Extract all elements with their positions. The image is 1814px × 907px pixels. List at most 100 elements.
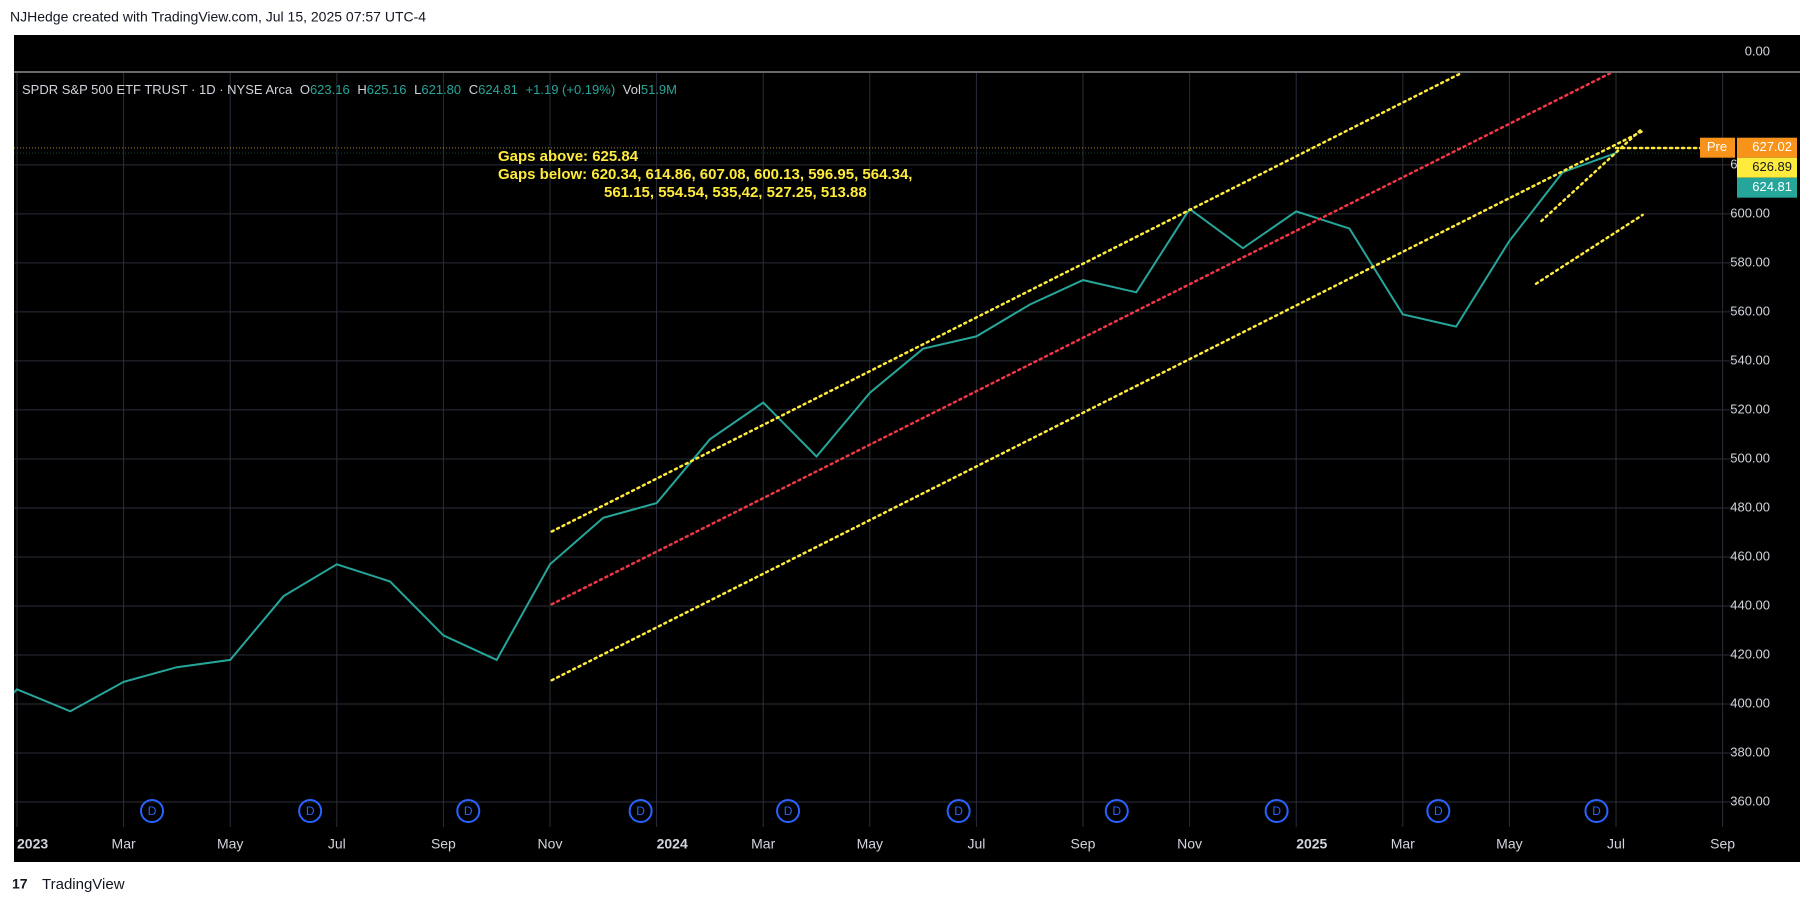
x-tick-label: 2023 <box>17 836 48 852</box>
y-tick-label: 380.00 <box>1730 744 1770 759</box>
x-tick-label: May <box>217 836 243 852</box>
trend-line <box>1534 213 1644 285</box>
dividend-marker: D <box>1584 799 1609 823</box>
price-tag-label: 624.81 <box>1752 179 1792 194</box>
volume: 51.9M <box>641 82 677 97</box>
dividend-label: D <box>954 804 963 818</box>
x-tick-label: 2025 <box>1296 836 1327 852</box>
dividend-marker: D <box>1104 799 1129 823</box>
dividend-circle <box>1264 799 1289 823</box>
y-tick-label: 460.00 <box>1730 548 1770 563</box>
y-tick-label: 500.00 <box>1730 450 1770 465</box>
x-tick-label: Jul <box>328 836 346 852</box>
h-label: H <box>357 82 366 97</box>
dividend-label: D <box>148 804 157 818</box>
high: 625.16 <box>367 82 407 97</box>
x-tick-label: Sep <box>1710 836 1735 852</box>
price-tag <box>1737 157 1797 178</box>
y-tick-label: 560.00 <box>1730 303 1770 318</box>
pre-tag-label: Pre <box>1707 139 1727 154</box>
annotation: Gaps above: 625.84 Gaps below: 620.34, 6… <box>498 148 912 201</box>
dividend-label: D <box>464 804 473 818</box>
x-tick-label: Sep <box>1071 836 1096 852</box>
dividend-marker: D <box>456 799 481 823</box>
dividend-circle <box>1426 799 1451 823</box>
x-tick-label: Mar <box>1391 836 1415 852</box>
grid <box>14 73 1735 827</box>
trend-line <box>550 73 1612 606</box>
price-tag <box>1737 137 1797 158</box>
header: NJHedge created with TradingView.com, Ju… <box>10 9 426 25</box>
x-tick-label: May <box>1496 836 1522 852</box>
trend-line <box>550 129 1644 682</box>
legend: SPDR S&P 500 ETF TRUST · 1D · NYSE Arca … <box>22 82 677 97</box>
annotation-line: Gaps below: 620.34, 614.86, 607.08, 600.… <box>498 166 912 183</box>
y-tick-label: 400.00 <box>1730 695 1770 710</box>
dividend-circle <box>140 799 165 823</box>
pre-tag <box>1700 137 1735 158</box>
x-tick-label: Mar <box>112 836 136 852</box>
y-tick-label: 480.00 <box>1730 499 1770 514</box>
l-label: L <box>414 82 421 97</box>
dividend-label: D <box>636 804 645 818</box>
footer: TradingView <box>42 876 125 893</box>
y-tick-label: 420.00 <box>1730 646 1770 661</box>
y-tick-label: 540.00 <box>1730 352 1770 367</box>
dividend-circle <box>456 799 481 823</box>
dividend-label: D <box>1592 804 1601 818</box>
annotation-line: 561.15, 554.54, 535,42, 527.25, 513.88 <box>604 184 867 201</box>
dividend-marker: D <box>628 799 653 823</box>
symbol: SPDR S&P 500 ETF TRUST · 1D · NYSE Arca <box>22 82 293 97</box>
x-tick-label: Jul <box>967 836 985 852</box>
change: +1.19 (+0.19%) <box>526 82 616 97</box>
y-tick-label: 600.00 <box>1730 205 1770 220</box>
top-pane-label: 0.00 <box>1745 43 1770 58</box>
y-tick-label: 520.00 <box>1730 401 1770 416</box>
dividend-marker: D <box>946 799 971 823</box>
price-tag <box>1737 177 1797 198</box>
dividend-label: D <box>1272 804 1281 818</box>
y-tick-label: 580.00 <box>1730 254 1770 269</box>
low: 621.80 <box>421 82 461 97</box>
x-tick-label: 2024 <box>657 836 688 852</box>
chart-pane <box>14 35 1800 862</box>
annotation-line: Gaps above: 625.84 <box>498 148 639 165</box>
vol-label: Vol <box>623 82 641 97</box>
dividend-marker: D <box>140 799 165 823</box>
dividend-marker: D <box>776 799 801 823</box>
o-label: O <box>300 82 310 97</box>
dividend-marker: D <box>1426 799 1451 823</box>
dividend-circle <box>1584 799 1609 823</box>
dividend-marker: D <box>298 799 323 823</box>
trend-line <box>550 73 1463 533</box>
x-tick-label: Sep <box>431 836 456 852</box>
y-tick-label: 440.00 <box>1730 597 1770 612</box>
dividend-label: D <box>306 804 315 818</box>
price-line <box>14 152 1617 713</box>
axes: 360.00 380.00 400.00 420.00 440.00 460.00 480.… <box>17 137 1797 852</box>
price-tag-label: 626.89 <box>1752 159 1792 174</box>
y-tick-label: 360.00 <box>1730 793 1770 808</box>
trend-line <box>1540 126 1644 223</box>
c-label: C <box>469 82 478 97</box>
x-tick-label: May <box>857 836 883 852</box>
dividend-label: D <box>784 804 793 818</box>
x-tick-label: Mar <box>751 836 775 852</box>
dividend-circle <box>298 799 323 823</box>
dividend-label: D <box>1112 804 1121 818</box>
dividend-marker: D <box>1264 799 1289 823</box>
dividend-circle <box>776 799 801 823</box>
dividend-circle <box>1104 799 1129 823</box>
logo: 17 <box>12 876 28 892</box>
open: 623.16 <box>310 82 350 97</box>
x-tick-label: Jul <box>1607 836 1625 852</box>
price-tag-label: 627.02 <box>1752 139 1792 154</box>
dividend-label: D <box>1434 804 1443 818</box>
x-tick-label: Nov <box>1177 836 1202 852</box>
dividend-circle <box>946 799 971 823</box>
close: 624.81 <box>478 82 518 97</box>
dividend-circle <box>628 799 653 823</box>
